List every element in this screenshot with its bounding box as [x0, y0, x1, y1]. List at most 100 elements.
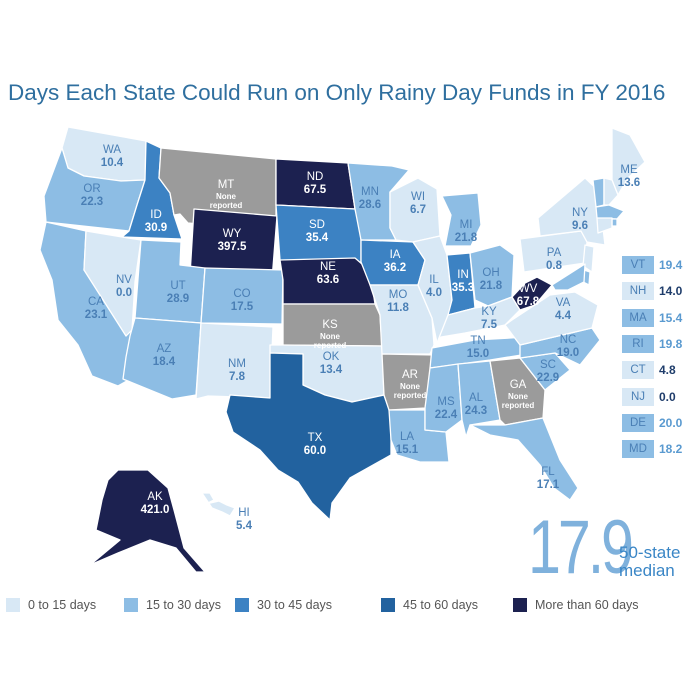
state-abbr-sd: SD	[309, 219, 325, 231]
state-value-nd: 67.5	[304, 184, 327, 196]
state-abbr-ny: NY	[572, 207, 588, 219]
state-abbr-ia: IA	[390, 249, 401, 261]
small-state-value: 0.0	[659, 389, 676, 404]
state-abbr-sc: SC	[540, 359, 556, 371]
small-state-value: 19.4	[659, 258, 683, 272]
state-value-mn: 28.6	[359, 199, 381, 211]
state-value-tx: 60.0	[304, 445, 326, 457]
state-abbr-ms: MS	[437, 396, 455, 408]
state-ma	[595, 204, 625, 220]
state-md	[551, 263, 586, 291]
small-state-abbr: NH	[622, 282, 654, 301]
small-state-vt: VT 19.4	[622, 256, 688, 274]
legend-swatch	[513, 598, 527, 612]
small-state-value: 4.8	[659, 363, 676, 378]
state-abbr-in: IN	[457, 269, 469, 281]
small-state-value: 18.2	[659, 442, 683, 457]
state-value-co: 17.5	[231, 301, 254, 313]
state-value-ca: 23.1	[85, 309, 108, 321]
state-abbr-tx: TX	[308, 432, 323, 444]
state-value-in: 35.3	[452, 282, 474, 294]
state-value-wi: 6.7	[410, 204, 426, 216]
small-state-value: 14.0	[659, 284, 683, 299]
state-abbr-tn: TN	[470, 335, 485, 347]
state-abbr-pa: PA	[547, 247, 562, 259]
state-value-ks-b: reported	[314, 341, 347, 350]
state-tx	[225, 352, 392, 521]
state-abbr-ar: AR	[402, 369, 418, 381]
state-value-ia: 36.2	[384, 262, 406, 274]
legend-swatch	[235, 598, 249, 612]
state-abbr-ok: OK	[323, 351, 340, 363]
state-abbr-ut: UT	[170, 280, 185, 292]
state-value-mt-a: None	[216, 192, 237, 201]
state-abbr-ga: GA	[510, 379, 527, 391]
legend-label: More than 60 days	[535, 598, 639, 612]
state-value-mi: 21.8	[455, 232, 478, 244]
small-state-value: 15.4	[659, 310, 683, 325]
state-value-ny: 9.6	[572, 220, 588, 232]
state-value-ar-b: reported	[394, 391, 427, 400]
state-abbr-nd: ND	[307, 171, 324, 183]
legend-label: 15 to 30 days	[146, 598, 222, 612]
state-abbr-ne: NE	[320, 261, 336, 273]
state-abbr-mn: MN	[361, 186, 379, 198]
state-ak	[89, 469, 206, 573]
state-value-wv: 67.8	[517, 296, 540, 308]
state-shapes	[39, 126, 646, 573]
small-state-ct: CT 4.8	[622, 361, 688, 380]
state-abbr-la: LA	[400, 431, 414, 443]
state-abbr-fl: FL	[541, 466, 555, 478]
state-value-sd: 35.4	[306, 232, 329, 244]
state-value-pa: 0.8	[546, 260, 563, 272]
state-value-nc: 19.0	[557, 347, 579, 359]
state-abbr-az: AZ	[157, 343, 172, 355]
small-state-abbr: VT	[622, 256, 654, 274]
small-state-value: 20.0	[659, 415, 683, 430]
small-state-nh: NH 14.0	[622, 282, 688, 301]
state-abbr-wv: WV	[519, 283, 538, 295]
small-state-ri: RI 19.8	[622, 334, 688, 353]
state-value-tn: 15.0	[467, 348, 489, 360]
state-value-nm: 7.8	[229, 371, 246, 383]
page-title: Days Each State Could Run on Only Rainy …	[8, 80, 666, 105]
small-state-ma: MA 15.4	[622, 308, 688, 327]
state-abbr-me: ME	[620, 164, 638, 176]
small-state-abbr: MD	[622, 440, 654, 459]
state-abbr-oh: OH	[482, 267, 499, 279]
small-state-de: DE 20.0	[622, 413, 688, 432]
state-abbr-al: AL	[469, 392, 484, 404]
state-value-az: 18.4	[153, 356, 176, 368]
state-abbr-mi: MI	[460, 219, 473, 231]
state-co	[200, 267, 284, 325]
state-ri	[611, 218, 618, 227]
state-abbr-wa: WA	[103, 144, 121, 156]
state-value-ut: 28.9	[167, 293, 189, 305]
state-hi	[201, 492, 236, 517]
small-state-abbr: CT	[622, 361, 654, 380]
state-value-ne: 63.6	[317, 274, 339, 286]
state-value-wy: 397.5	[218, 241, 247, 253]
state-nh	[603, 177, 619, 206]
state-abbr-ky: KY	[481, 306, 497, 318]
small-state-value: 19.8	[659, 336, 683, 351]
small-state-abbr: DE	[622, 413, 654, 432]
legend-swatch	[6, 598, 20, 612]
state-abbr-nm: NM	[228, 358, 246, 370]
state-nj	[582, 244, 595, 273]
state-value-ok: 13.4	[320, 364, 343, 376]
small-state-nj: NJ 0.0	[622, 387, 688, 406]
state-abbr-ak: AK	[147, 491, 163, 503]
state-abbr-mo: MO	[389, 289, 408, 301]
state-value-ga-b: reported	[502, 401, 535, 410]
state-value-wa: 10.4	[101, 157, 124, 169]
state-abbr-id: ID	[150, 209, 162, 221]
state-abbr-nv: NV	[116, 274, 132, 286]
state-abbr-or: OR	[83, 183, 100, 195]
small-state-md: MD 18.2	[622, 440, 688, 459]
state-abbr-wy: WY	[223, 228, 242, 240]
state-value-al: 24.3	[465, 405, 487, 417]
state-value-or: 22.3	[81, 196, 103, 208]
state-abbr-mt: MT	[218, 179, 235, 191]
